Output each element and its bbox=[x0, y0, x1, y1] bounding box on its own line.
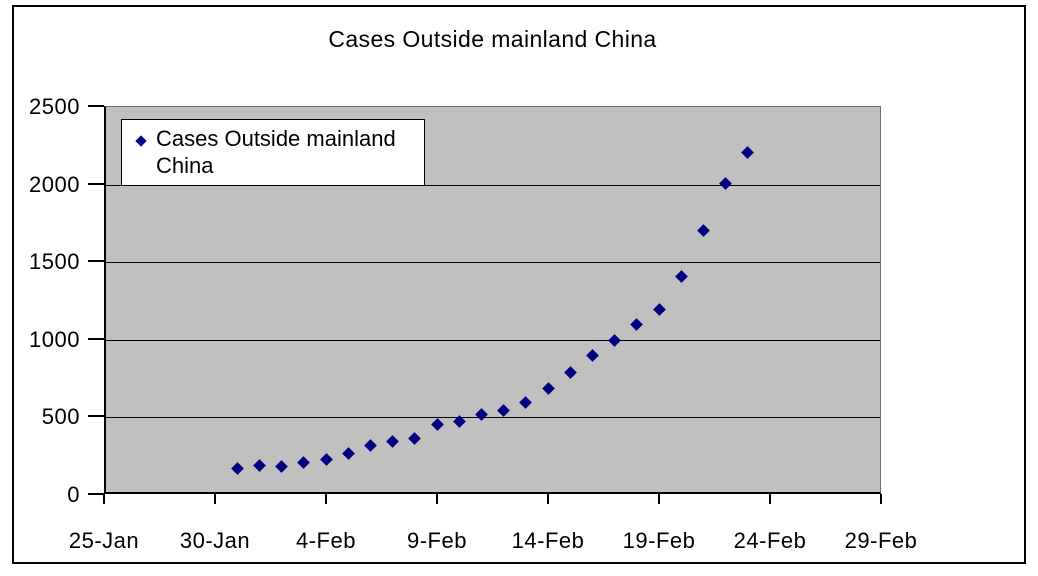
x-axis-label: 9-Feb bbox=[407, 528, 467, 553]
y-axis-label: 2000 bbox=[29, 171, 80, 197]
x-axis-label: 19-Feb bbox=[622, 528, 696, 553]
y-tick-1500 bbox=[88, 260, 104, 263]
diamond-icon bbox=[135, 135, 147, 147]
legend-label-line1: Cases Outside mainland bbox=[156, 126, 396, 151]
x-axis-label: 25-Jan bbox=[68, 528, 140, 553]
x-tick-24-Feb bbox=[769, 494, 771, 504]
x-tick-30-Jan bbox=[214, 494, 216, 504]
y-tick-500 bbox=[88, 415, 104, 418]
x-tick-14-Feb bbox=[547, 494, 549, 504]
x-tick-25-Jan bbox=[103, 494, 105, 504]
y-tick-1000 bbox=[88, 337, 104, 340]
y-tick-2500 bbox=[88, 105, 104, 107]
x-axis-label: 4-Feb bbox=[296, 528, 356, 553]
y-tick-2000 bbox=[88, 182, 104, 185]
x-axis-label: 29-Feb bbox=[844, 528, 918, 553]
gridline-y-1000 bbox=[106, 339, 880, 341]
legend-label-line2: China bbox=[156, 153, 214, 178]
x-axis-label: 14-Feb bbox=[511, 528, 585, 553]
x-tick-4-Feb bbox=[325, 494, 327, 504]
y-axis-label: 1500 bbox=[29, 249, 80, 275]
x-axis-label: 30-Jan bbox=[179, 528, 251, 553]
chart-title: Cases Outside mainland China bbox=[328, 26, 657, 52]
gridline-y-2000 bbox=[106, 184, 880, 186]
y-tick-0 bbox=[88, 493, 104, 495]
x-tick-9-Feb bbox=[436, 494, 438, 504]
x-axis-label: 24-Feb bbox=[733, 528, 807, 553]
y-axis-label: 0 bbox=[67, 482, 80, 507]
legend: Cases Outside mainland China bbox=[121, 119, 425, 186]
gridline-y-1500 bbox=[106, 262, 880, 264]
y-axis-label: 1000 bbox=[29, 326, 80, 352]
gridline-y-500 bbox=[106, 417, 880, 419]
y-axis-label: 500 bbox=[41, 404, 80, 430]
x-tick-19-Feb bbox=[658, 494, 660, 504]
x-tick-29-Feb bbox=[880, 494, 882, 504]
y-axis-label: 2500 bbox=[29, 94, 80, 119]
